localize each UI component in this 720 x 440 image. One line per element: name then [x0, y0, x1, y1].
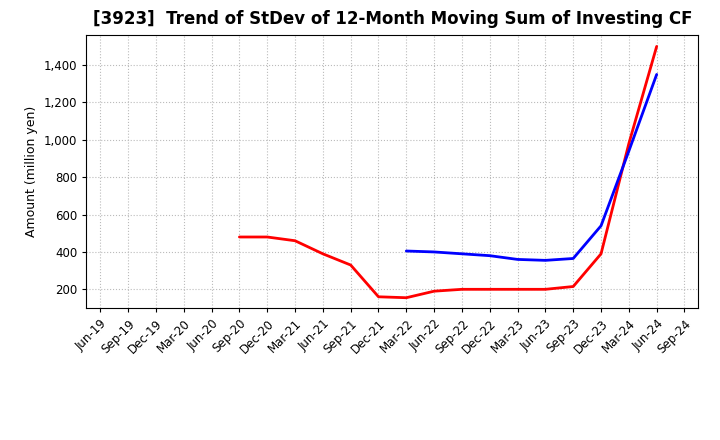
3 Years	[597, 251, 606, 257]
3 Years	[569, 284, 577, 289]
Title: [3923]  Trend of StDev of 12-Month Moving Sum of Investing CF: [3923] Trend of StDev of 12-Month Moving…	[93, 10, 692, 28]
3 Years	[652, 44, 661, 49]
3 Years	[485, 287, 494, 292]
3 Years	[430, 289, 438, 294]
3 Years	[624, 141, 633, 146]
5 Years	[569, 256, 577, 261]
3 Years	[374, 294, 383, 300]
5 Years	[652, 72, 661, 77]
Line: 5 Years: 5 Years	[406, 74, 657, 260]
Line: 3 Years: 3 Years	[239, 46, 657, 298]
3 Years	[318, 251, 327, 257]
3 Years	[346, 262, 355, 268]
3 Years	[263, 235, 271, 240]
5 Years	[458, 251, 467, 257]
5 Years	[485, 253, 494, 258]
3 Years	[235, 235, 243, 240]
3 Years	[402, 295, 410, 301]
3 Years	[291, 238, 300, 243]
5 Years	[513, 257, 522, 262]
5 Years	[597, 223, 606, 228]
5 Years	[430, 249, 438, 255]
3 Years	[541, 287, 550, 292]
5 Years	[541, 258, 550, 263]
3 Years	[458, 287, 467, 292]
5 Years	[624, 148, 633, 154]
Y-axis label: Amount (million yen): Amount (million yen)	[25, 106, 38, 237]
3 Years	[513, 287, 522, 292]
5 Years	[402, 248, 410, 253]
